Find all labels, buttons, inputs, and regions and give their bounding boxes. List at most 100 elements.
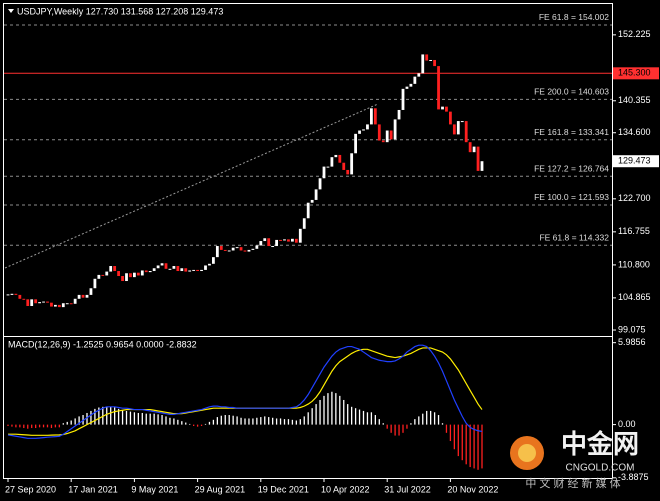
candle [34, 299, 38, 304]
candle [231, 247, 235, 251]
candle [480, 161, 484, 171]
x-tick-label: 9 May 2021 [131, 484, 178, 494]
candle [168, 268, 172, 270]
candle [192, 269, 196, 271]
candle [227, 250, 231, 252]
candle [366, 124, 369, 130]
candle [405, 86, 409, 89]
candle [251, 248, 255, 250]
candle [306, 202, 310, 219]
watermark: 中金网 CNGOLD.COM 中 文 财 经 新 媒 体 [510, 429, 639, 490]
candle [109, 266, 113, 272]
candle [449, 111, 452, 125]
watermark-brand: 中金网 [561, 429, 639, 459]
candle [172, 266, 176, 269]
candle [239, 247, 243, 251]
candle [310, 199, 314, 203]
candle [370, 108, 373, 125]
candle [271, 246, 275, 248]
candle [302, 218, 306, 229]
y-tick-label: 140.355 [618, 95, 651, 105]
x-tick-label: 27 Sep 2020 [5, 484, 56, 494]
candle [196, 269, 199, 272]
price-label-box [613, 67, 659, 80]
candle [409, 83, 413, 87]
y-tick-label: -3.8875 [618, 472, 649, 482]
watermark-tagline: 中 文 财 经 新 媒 体 [525, 476, 620, 490]
watermark-site: CNGOLD.COM [566, 463, 635, 474]
candle [456, 121, 460, 135]
candle [243, 250, 247, 252]
candle [291, 238, 294, 242]
candle [212, 257, 215, 264]
level-label: FE 61.8 = 154.002 [539, 12, 609, 22]
candle [235, 247, 239, 249]
candle [259, 241, 263, 246]
candle [113, 266, 117, 272]
candle [208, 263, 211, 266]
candle [354, 133, 357, 154]
candle [397, 109, 401, 120]
candle [275, 239, 278, 247]
y-tick-label: 122.700 [618, 193, 651, 203]
level-label: FE 161.8 = 133.341 [534, 127, 609, 137]
y-tick-label: 5.9856 [618, 337, 646, 347]
candle [42, 301, 45, 303]
candle [452, 124, 456, 135]
candle [267, 238, 271, 247]
candle [180, 268, 184, 272]
candle [14, 293, 18, 295]
candle [437, 66, 440, 110]
candle [50, 302, 53, 307]
candle [330, 157, 334, 167]
candle [133, 272, 136, 278]
candle [314, 189, 318, 200]
candle [389, 130, 393, 140]
candle [77, 294, 81, 299]
candle [85, 294, 89, 298]
candle [204, 265, 207, 270]
candle [184, 268, 188, 272]
candle [255, 245, 259, 249]
candle [429, 59, 433, 61]
candle [140, 270, 144, 276]
candle [22, 298, 26, 300]
level-label: FE 100.0 = 121.593 [534, 192, 609, 202]
candle [188, 270, 192, 272]
candle [433, 59, 436, 67]
candle [26, 299, 30, 307]
candle [425, 54, 429, 61]
candle [93, 278, 97, 289]
candle [54, 304, 57, 307]
candle [105, 271, 109, 276]
candle [373, 108, 377, 125]
candle [101, 274, 105, 276]
level-label: FE 200.0 = 140.603 [534, 87, 609, 97]
candle [362, 129, 365, 131]
candle [421, 54, 425, 74]
candle [298, 228, 302, 243]
candle [318, 178, 322, 190]
candle [30, 299, 34, 307]
candle [223, 249, 227, 251]
candle [342, 162, 346, 170]
candle [46, 301, 49, 303]
candle [136, 272, 140, 276]
candle [160, 263, 164, 266]
candle [176, 266, 180, 272]
candle [393, 119, 397, 140]
candle [65, 303, 69, 305]
candle [294, 238, 298, 243]
candle [81, 294, 85, 298]
y-tick-label: 99.075 [618, 324, 646, 334]
candle [129, 273, 132, 278]
candle [69, 303, 73, 305]
candle [476, 146, 480, 171]
candle [413, 76, 417, 84]
chart-frame [3, 3, 613, 479]
x-tick-label: 20 Nov 2022 [447, 484, 498, 494]
last-price-label: 129.473 [618, 156, 651, 166]
